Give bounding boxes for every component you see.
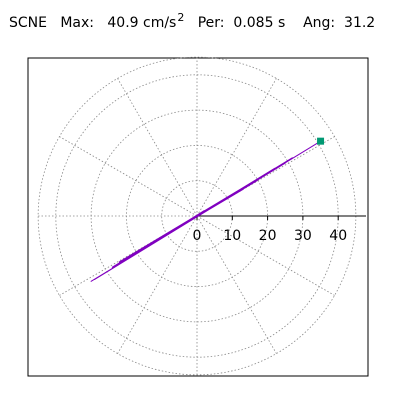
x-tick-label-10: 10 — [223, 228, 241, 244]
max-unit: cm/s — [143, 15, 177, 31]
period-value: 0.085 s — [233, 15, 286, 31]
plot-frame — [27, 57, 369, 377]
series-trace — [90, 140, 322, 282]
grid-spoke-60 — [196, 78, 277, 217]
x-tick-label-20: 20 — [259, 228, 277, 244]
x-axis: 0 10 20 30 40 — [193, 215, 366, 244]
grid-spoke-150 — [59, 136, 198, 217]
max-label: Max: — [60, 15, 95, 31]
x-tick-label-0: 0 — [193, 228, 202, 244]
max-value: 40.9 — [107, 15, 139, 31]
peak-marker — [317, 137, 325, 145]
trace-layer — [90, 140, 322, 282]
period-label: Per: — [197, 15, 225, 31]
x-tick-label-30: 30 — [294, 228, 312, 244]
component-label: SCNE — [9, 15, 47, 31]
angle-label: Ang: — [303, 15, 336, 31]
angle-value: 31.2 — [344, 15, 376, 31]
component-header: SCNE Max: 40.9 cm/s2 Per: 0.085 s Ang: 3… — [9, 11, 376, 31]
marker-layer — [317, 137, 325, 145]
max-unit-exponent: 2 — [177, 11, 185, 24]
x-tick-label-40: 40 — [329, 228, 347, 244]
